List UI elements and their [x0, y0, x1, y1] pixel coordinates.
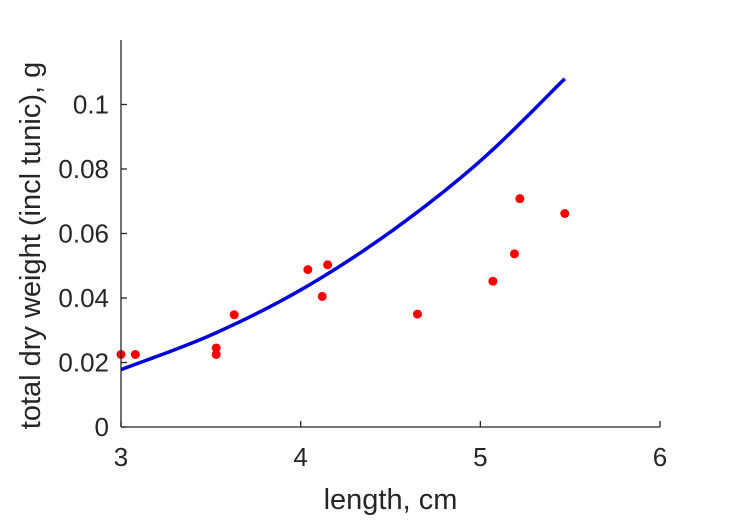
y-tick-label: 0	[95, 412, 109, 442]
y-tick-label: 0.1	[73, 90, 109, 120]
data-point	[318, 292, 327, 301]
data-point	[303, 265, 312, 274]
x-tick-label: 3	[114, 442, 128, 472]
y-tick-label: 0.08	[58, 154, 109, 184]
data-point	[212, 350, 221, 359]
data-point	[131, 350, 140, 359]
x-tick-label: 4	[293, 442, 307, 472]
x-axis-title: length, cm	[324, 484, 458, 516]
data-point	[488, 277, 497, 286]
data-point	[323, 260, 332, 269]
x-ticks: 3 4 5 6	[114, 421, 667, 472]
x-tick-label: 5	[473, 442, 487, 472]
y-ticks: 0 0.02 0.04 0.06 0.08 0.1	[58, 90, 127, 443]
data-point	[515, 194, 524, 203]
data-point	[560, 209, 569, 218]
data-point	[230, 310, 239, 319]
x-tick-label: 6	[653, 442, 667, 472]
plot-area	[117, 79, 570, 370]
fit-curve-line	[121, 79, 565, 370]
y-tick-label: 0.02	[58, 348, 109, 378]
data-point	[413, 310, 422, 319]
y-axis-title: total dry weight (incl tunic), g	[15, 62, 47, 429]
y-tick-label: 0.06	[58, 219, 109, 249]
y-tick-label: 0.04	[58, 283, 109, 313]
data-point	[510, 249, 519, 258]
